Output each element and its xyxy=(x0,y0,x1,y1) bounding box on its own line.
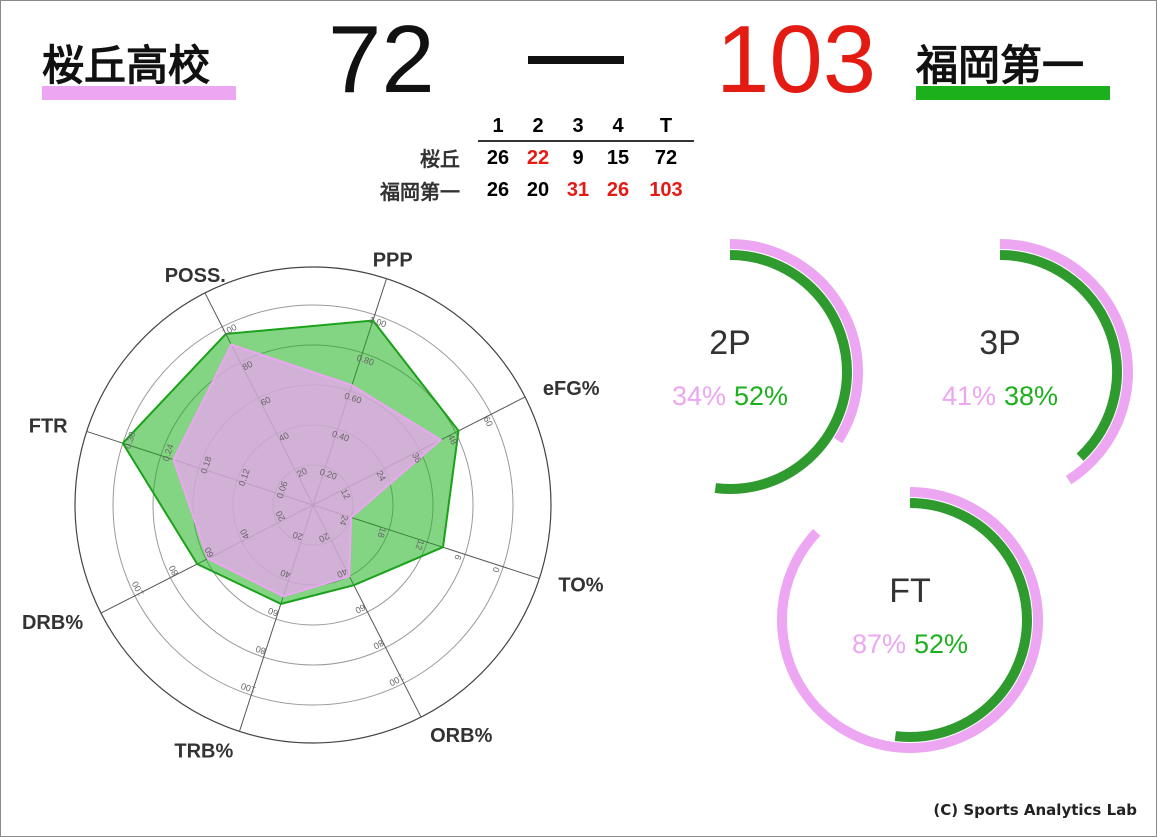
radar-tick-label: 80 xyxy=(254,644,267,657)
radar-tick-label: 100 xyxy=(130,580,146,598)
radar-tick-label: 20 xyxy=(317,531,330,544)
radar-tick-label: 60 xyxy=(267,606,280,619)
radar-axis-label: TRB% xyxy=(174,740,233,762)
quarter-header: 1 xyxy=(478,113,518,142)
shooting-rings: 2P 34% 52% 3P 41% 38% FT 87% 52% xyxy=(672,239,1133,753)
ring-away-value: 52% xyxy=(914,629,968,659)
quarter-score: 26 xyxy=(606,179,630,201)
home-team-underline xyxy=(42,86,236,100)
radar-home-area xyxy=(172,343,443,598)
radar-tick-label: 36 xyxy=(410,451,423,464)
quarter-header: 2 xyxy=(518,113,558,142)
score-dash xyxy=(528,56,624,64)
quarter-score-table: 1 2 3 4 T 桜丘 26 22 9 15 72 福岡第一 26 20 31… xyxy=(360,113,694,207)
ring-home-value: 34% xyxy=(672,381,726,411)
quarter-score: 31 xyxy=(566,179,590,201)
radar-tick-label: 6 xyxy=(452,553,463,561)
radar-axis-label: DRB% xyxy=(22,612,83,634)
quarter-header: 4 xyxy=(598,113,638,142)
radar-tick-label: 40 xyxy=(279,568,292,581)
away-team-underline xyxy=(916,86,1110,100)
ring-away-arc xyxy=(894,498,1032,742)
table-row: 福岡第一 26 20 31 26 103 xyxy=(360,174,694,207)
radar-axis-label: TO% xyxy=(558,575,603,597)
radar-tick-label: 60 xyxy=(259,394,272,407)
radar-tick-label: 40 xyxy=(238,527,251,540)
away-team-name: 福岡第一 xyxy=(916,41,1085,90)
ring-home-arc xyxy=(777,487,1043,753)
quarter-score: 103 xyxy=(649,179,683,201)
home-score: 72 xyxy=(328,6,435,113)
radar-outer-ring xyxy=(74,266,552,744)
ring-home-value: 87% xyxy=(852,629,906,659)
radar-axis-label: PPP xyxy=(373,250,413,272)
quarter-score: 72 xyxy=(654,146,678,169)
ring-home-arc xyxy=(999,239,1133,485)
credit-text: (C) Sports Analytics Lab xyxy=(933,801,1137,819)
radar-tick-label: 24 xyxy=(337,514,350,527)
ring-away-value: 52% xyxy=(734,381,788,411)
table-row: 桜丘 26 22 9 15 72 xyxy=(360,141,694,174)
radar-axis-label: FTR xyxy=(29,415,68,437)
home-team-name: 桜丘高校 xyxy=(42,41,211,90)
radar-tick-label: 0 xyxy=(490,566,501,574)
radar-tick-label: 12 xyxy=(339,487,352,500)
radar-tick-label: 40 xyxy=(335,566,348,579)
ring-away-value: 38% xyxy=(1004,381,1058,411)
ring-label: 2P xyxy=(709,324,751,362)
ring-home-value: 41% xyxy=(942,381,996,411)
radar-tick-label: 100 xyxy=(240,681,257,695)
quarter-header-row: 1 2 3 4 T xyxy=(360,113,694,142)
radar-tick-label: 60 xyxy=(354,602,367,615)
quarter-score: 26 xyxy=(486,179,510,201)
radar-tick-label: 80 xyxy=(167,564,180,577)
radar-tick-label: 60 xyxy=(202,546,215,559)
radar-tick-label: 20 xyxy=(295,466,308,479)
radar-chart: 0.200.400.600.801.0012243648602418126020… xyxy=(22,250,604,763)
radar-tick-label: 12 xyxy=(414,539,427,552)
quarter-header: 3 xyxy=(558,113,598,142)
ring-label: 3P xyxy=(979,324,1021,362)
radar-tick-label: 20 xyxy=(274,509,287,522)
radar-tick-label: 80 xyxy=(372,638,385,651)
radar-axis-label: POSS. xyxy=(165,265,226,287)
radar-tick-label: 40 xyxy=(277,430,290,443)
ring-label: FT xyxy=(889,572,931,610)
radar-tick-label: 80 xyxy=(241,359,254,372)
quarter-header: T xyxy=(638,113,694,142)
row-label: 福岡第一 xyxy=(380,182,460,204)
ring-away-arc xyxy=(714,250,852,494)
quarter-score: 20 xyxy=(526,179,550,201)
quarter-score: 15 xyxy=(606,146,630,169)
radar-ring xyxy=(112,304,514,706)
ring-away-arc xyxy=(999,250,1122,461)
ring-home-arc xyxy=(729,239,863,444)
quarter-score: 9 xyxy=(572,146,584,169)
radar-tick-label: 60 xyxy=(481,415,494,428)
radar-axis-label: ORB% xyxy=(430,725,492,747)
quarter-score: 22 xyxy=(526,146,550,169)
radar-tick-label: 48 xyxy=(446,433,459,446)
away-score: 103 xyxy=(716,6,877,113)
quarter-score: 26 xyxy=(486,146,510,169)
radar-axis-label: eFG% xyxy=(543,378,600,400)
table-corner xyxy=(360,113,478,141)
row-label: 桜丘 xyxy=(420,149,460,171)
radar-tick-label: 100 xyxy=(388,672,406,688)
radar-tick-label: 20 xyxy=(291,529,304,542)
radar-tick-label: 24 xyxy=(374,469,387,482)
radar-tick-label: 18 xyxy=(376,526,389,539)
